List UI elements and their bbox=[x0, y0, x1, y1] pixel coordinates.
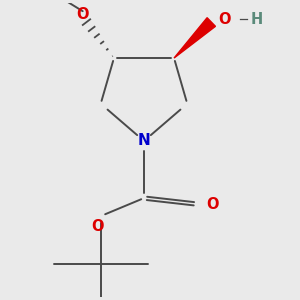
Text: O: O bbox=[92, 219, 104, 234]
Text: O: O bbox=[76, 7, 89, 22]
Text: H: H bbox=[250, 11, 262, 26]
Text: N: N bbox=[138, 134, 150, 148]
Polygon shape bbox=[174, 18, 215, 58]
Text: O: O bbox=[218, 11, 231, 26]
Text: O: O bbox=[206, 196, 219, 211]
